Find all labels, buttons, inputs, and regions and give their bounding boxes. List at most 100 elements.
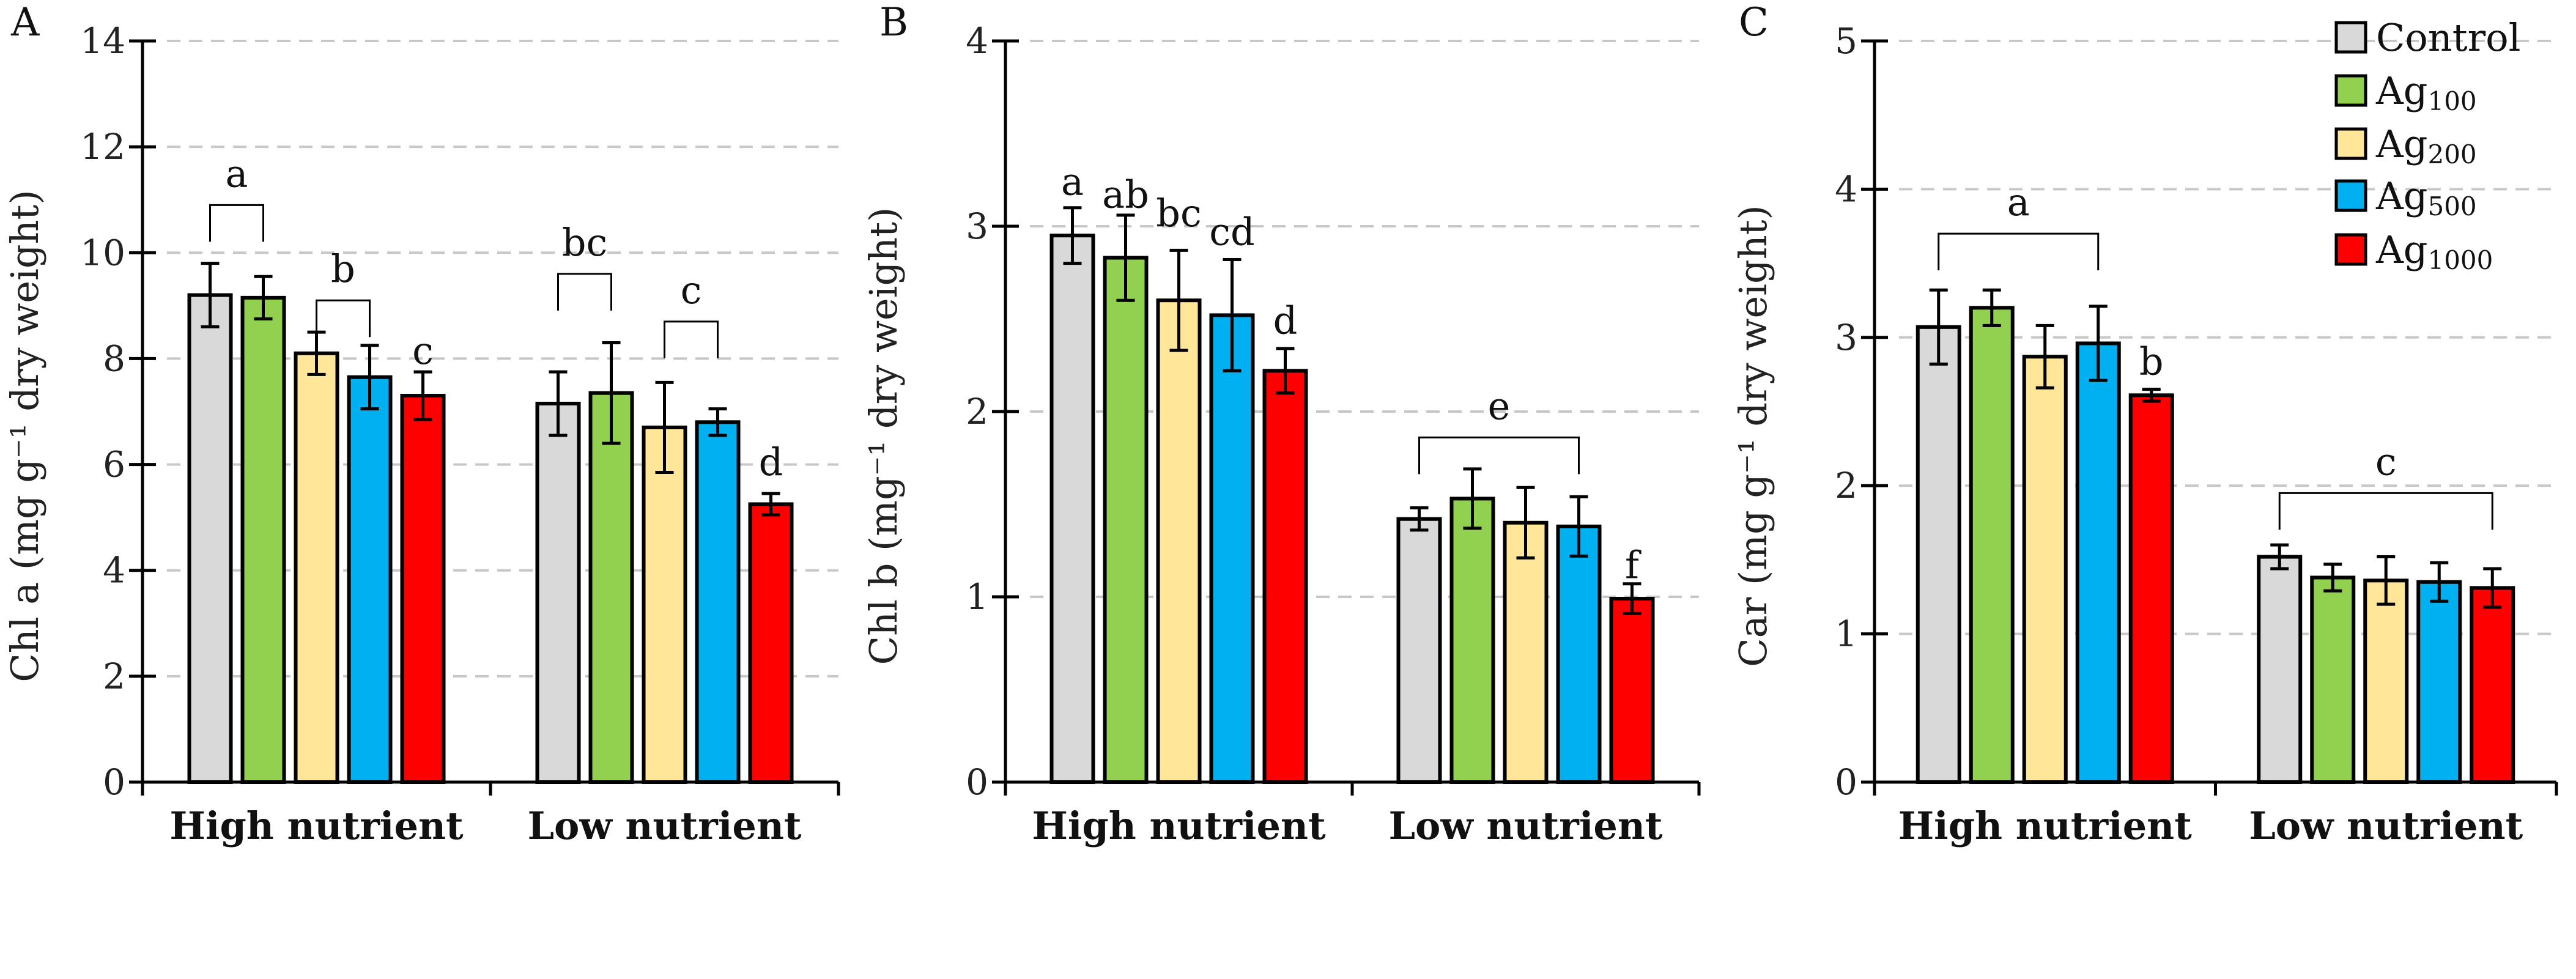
y-tick-label: 3 bbox=[1835, 317, 1857, 358]
bar-ag100 bbox=[1103, 256, 1149, 784]
y-tick-label: 6 bbox=[103, 444, 125, 486]
significance-letter: a bbox=[2007, 180, 2030, 224]
legend-item: Ag200 bbox=[2334, 122, 2477, 169]
y-tick-label: 10 bbox=[80, 232, 125, 273]
bar-ag1000 bbox=[748, 502, 794, 784]
significance-letter: cd bbox=[1209, 209, 1254, 254]
bar-control bbox=[187, 293, 233, 784]
y-tick-label: 12 bbox=[80, 126, 125, 168]
legend-label: Control bbox=[2376, 15, 2520, 60]
y-tick-label: 14 bbox=[80, 20, 125, 62]
legend-item: Ag500 bbox=[2334, 174, 2477, 221]
y-tick-label: 1 bbox=[1835, 613, 1857, 655]
legend-label-subscript: 500 bbox=[2427, 191, 2476, 221]
x-category-label: Low nutrient bbox=[2249, 804, 2523, 848]
legend-item: Ag100 bbox=[2334, 68, 2477, 116]
bar-ag1000 bbox=[2470, 586, 2515, 784]
significance-letter: c bbox=[2375, 439, 2397, 484]
bar-ag100 bbox=[2310, 575, 2356, 784]
bar-ag200 bbox=[642, 425, 687, 784]
y-tick-label: 2 bbox=[1835, 465, 1857, 506]
legend-label-subscript: 1000 bbox=[2427, 245, 2493, 275]
x-category-label: High nutrient bbox=[1032, 804, 1326, 848]
legend-label: Ag1000 bbox=[2375, 227, 2493, 275]
bar-ag500 bbox=[1556, 524, 1602, 784]
significance-bracket bbox=[1938, 232, 2100, 271]
y-axis-title: Car (mg g⁻¹ dry weight) bbox=[1731, 205, 1775, 667]
significance-letter: b bbox=[331, 246, 355, 291]
legend-item: Control bbox=[2334, 15, 2520, 60]
significance-bracket bbox=[1418, 436, 1580, 475]
bar-ag1000 bbox=[400, 394, 446, 784]
panel-B: B 0 1 2 3 4 Chl b (mg⁻¹ dry weight) High nutrie… bbox=[861, 0, 1701, 848]
legend-label: Ag200 bbox=[2375, 122, 2477, 169]
bar-ag200 bbox=[2022, 355, 2068, 784]
significance-letter: bc bbox=[562, 220, 607, 265]
y-tick-label: 8 bbox=[103, 338, 125, 379]
legend-label-subscript: 100 bbox=[2427, 86, 2476, 116]
significance-letter: bc bbox=[1156, 191, 1201, 235]
legend-label-subscript: 200 bbox=[2427, 139, 2476, 169]
bar-ag500 bbox=[695, 420, 741, 784]
bar-control bbox=[1049, 234, 1095, 784]
significance-letter: a bbox=[1061, 159, 1084, 204]
legend-swatch bbox=[2334, 21, 2367, 54]
legend-label-base: Ag bbox=[2375, 68, 2427, 113]
bar-ag200 bbox=[1503, 520, 1549, 784]
significance-letter: d bbox=[759, 440, 783, 484]
significance-letter: b bbox=[2139, 339, 2164, 383]
bar-control bbox=[2257, 555, 2303, 784]
y-tick-label: 4 bbox=[966, 20, 988, 62]
y-tick-label: 2 bbox=[966, 391, 988, 432]
legend-label-base: Control bbox=[2376, 15, 2520, 60]
panel-C: C 0 1 2 3 4 5 Car (mg g⁻¹ dry weight) High nutri… bbox=[1731, 0, 2558, 848]
x-category-label: Low nutrient bbox=[1388, 804, 1662, 848]
significance-bracket bbox=[2278, 492, 2493, 530]
bar-ag100 bbox=[1449, 497, 1495, 784]
y-tick-label: 2 bbox=[103, 656, 125, 697]
legend-swatch bbox=[2334, 127, 2367, 160]
legend-label: Ag500 bbox=[2375, 174, 2477, 221]
bar-control bbox=[1915, 325, 1961, 784]
significance-bracket bbox=[557, 273, 612, 311]
legend-label-base: Ag bbox=[2375, 174, 2427, 218]
bar-ag500 bbox=[347, 375, 393, 784]
bar-ag1000 bbox=[2128, 393, 2174, 784]
significance-letter: e bbox=[1488, 383, 1511, 428]
x-category-label: High nutrient bbox=[169, 804, 464, 848]
y-axis-title: Chl a (mg g⁻¹ dry weight) bbox=[2, 190, 47, 682]
y-tick-label: 4 bbox=[103, 550, 125, 591]
legend-swatch bbox=[2334, 233, 2367, 266]
significance-letter: ab bbox=[1102, 172, 1149, 217]
y-tick-label: 3 bbox=[966, 205, 988, 247]
bar-control bbox=[535, 402, 581, 784]
bar-ag500 bbox=[2416, 580, 2462, 784]
y-axis-title: Chl b (mg⁻¹ dry weight) bbox=[861, 207, 906, 665]
legend-item: Ag1000 bbox=[2334, 227, 2493, 275]
y-tick-label: 1 bbox=[966, 576, 988, 618]
bar-ag500 bbox=[1209, 313, 1255, 784]
legend-swatch bbox=[2334, 74, 2367, 107]
bar-ag100 bbox=[240, 295, 286, 785]
bar-ag200 bbox=[1156, 298, 1202, 784]
bar-ag200 bbox=[2363, 578, 2409, 784]
x-category-label: High nutrient bbox=[1898, 804, 2193, 848]
panel-letter: B bbox=[879, 0, 908, 45]
significance-bracket bbox=[209, 204, 264, 242]
bar-ag100 bbox=[1969, 306, 2015, 784]
bar-ag500 bbox=[2075, 341, 2121, 784]
y-tick-label: 0 bbox=[103, 761, 125, 803]
significance-letter: c bbox=[681, 268, 702, 312]
panel-letter: A bbox=[10, 0, 40, 45]
y-tick-label: 0 bbox=[1835, 761, 1857, 803]
significance-bracket bbox=[316, 299, 371, 338]
significance-bracket bbox=[664, 320, 719, 358]
y-tick-label: 4 bbox=[1835, 168, 1857, 210]
legend-label: Ag100 bbox=[2375, 68, 2477, 116]
bar-ag200 bbox=[294, 351, 339, 784]
panel-letter: C bbox=[1739, 0, 1769, 45]
bar-ag100 bbox=[588, 391, 634, 784]
